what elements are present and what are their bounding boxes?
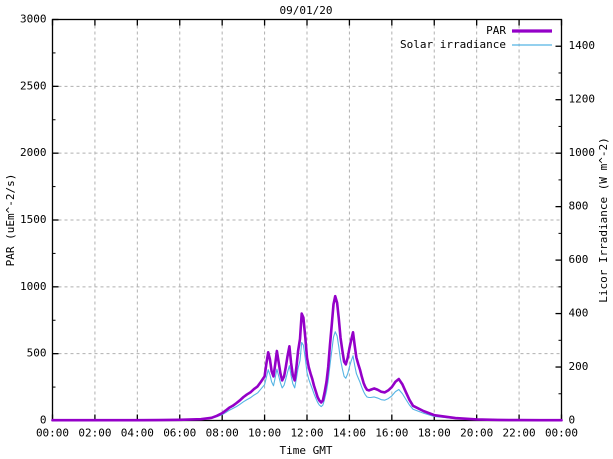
x-axis-tick-label: 00:00 xyxy=(545,427,578,440)
gridlines xyxy=(52,19,562,421)
x-axis-tick-label: 14:00 xyxy=(333,427,366,440)
x-axis-tick-label: 04:00 xyxy=(121,427,154,440)
y-axis-tick-label: 2000 xyxy=(20,146,47,159)
y-axis-tick-label: 1000 xyxy=(20,280,47,293)
y2-axis-tick-label: 400 xyxy=(569,307,589,320)
y-axis-tick-label: 3000 xyxy=(20,13,47,26)
x-axis-tick-label: 08:00 xyxy=(206,427,239,440)
legend-label-par: PAR xyxy=(486,24,506,37)
y2-axis-tick-label: 1000 xyxy=(569,146,596,159)
x-axis-tick-label: 20:00 xyxy=(460,427,493,440)
chart-title: 09/01/20 xyxy=(280,4,333,17)
axis-tick-labels: 0 500 1000 1500 2000 2500 3000 0 200 400 600 800 100… xyxy=(20,13,595,440)
data-series xyxy=(51,294,563,422)
y2-axis-label: Licor Irradiance (W m^-2) xyxy=(597,137,610,303)
y-axis-tick-label: 1500 xyxy=(20,213,47,226)
y2-axis-tick-label: 600 xyxy=(569,253,589,266)
series-line-par xyxy=(51,294,563,422)
x-axis-tick-label: 02:00 xyxy=(78,427,111,440)
x-axis-tick-label: 12:00 xyxy=(290,427,323,440)
y2-axis-tick-label: 1400 xyxy=(569,39,596,52)
y-axis-tick-label: 2500 xyxy=(20,79,47,92)
x-axis-tick-label: 18:00 xyxy=(418,427,451,440)
y2-axis-tick-label: 200 xyxy=(569,360,589,373)
legend-label-solar-irradiance: Solar irradiance xyxy=(400,38,506,51)
y-axis-label: PAR (uEm^-2/s) xyxy=(4,174,17,267)
y-axis-tick-label: 500 xyxy=(27,347,47,360)
x-axis-tick-label: 16:00 xyxy=(375,427,408,440)
x-axis-label: Time GMT xyxy=(280,444,333,457)
y-axis-tick-label: 0 xyxy=(40,414,47,427)
x-axis-tick-label: 06:00 xyxy=(163,427,196,440)
y2-axis-tick-label: 1200 xyxy=(569,93,596,106)
x-axis-tick-label: 22:00 xyxy=(503,427,536,440)
y2-axis-tick-label: 0 xyxy=(569,414,576,427)
series-line-solar-irradiance xyxy=(51,331,563,421)
y2-axis-tick-label: 800 xyxy=(569,200,589,213)
x-axis-tick-label: 00:00 xyxy=(36,427,69,440)
x-axis-tick-label: 10:00 xyxy=(248,427,281,440)
